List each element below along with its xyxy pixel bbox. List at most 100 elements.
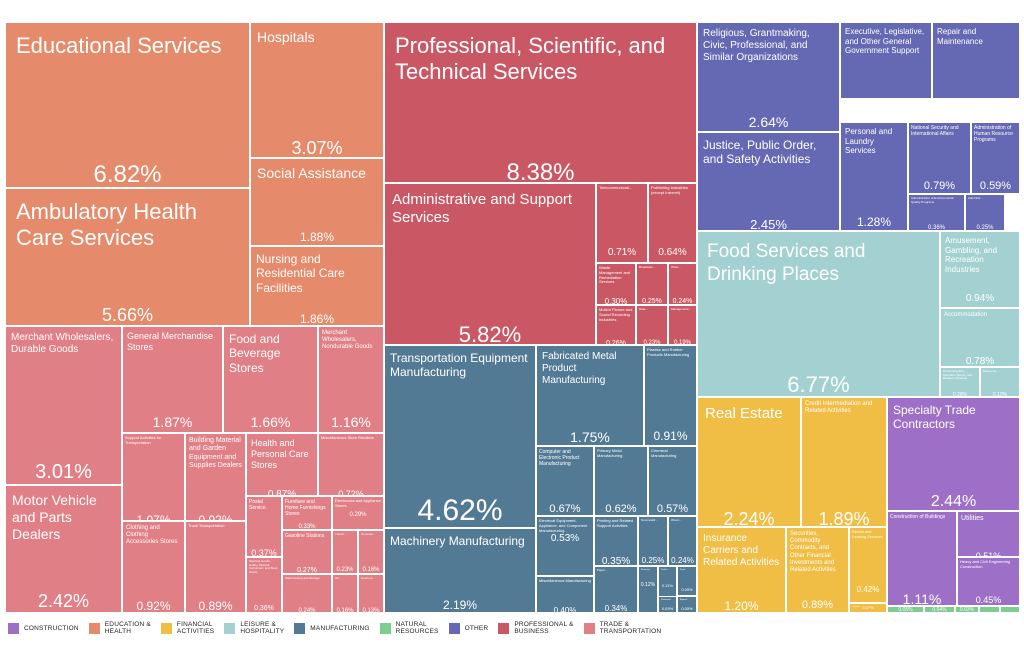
tile-label: Publishing Industries (except Internet)	[651, 185, 688, 195]
tile-machinery: Machinery Manufacturing 2.19%	[384, 528, 536, 613]
tile-label: Administration of Environmental Quality …	[911, 196, 954, 204]
tile-value: 1.16%	[331, 414, 371, 430]
legend-label: OTHER	[464, 624, 489, 632]
tile-warehousing: Warehousing and Storage 0.24%	[282, 574, 332, 613]
tile-electrical: Electrical Equipment, Appliance, and Com…	[536, 516, 594, 576]
tile-value: 0.35%	[601, 556, 631, 566]
tile-value: 0.64%	[658, 247, 687, 258]
legend-swatch	[88, 622, 100, 634]
tile-personal: Personal and Laundry Services 1.28%	[840, 122, 908, 231]
tile-management: Management... 0.19%	[668, 305, 697, 345]
tile-label: Electronics and Appliance Stores	[335, 498, 381, 508]
tile-printing: Printing and Related Support Activities 0…	[594, 516, 638, 566]
tile-value: 0.89%	[801, 599, 834, 611]
tile-misc-manuf: Miscellaneous Manufacturing 0.40%	[536, 576, 594, 613]
tile-health-personal: Health and Personal Care Stores 0.87%	[246, 433, 318, 496]
tile-value: 0.94%	[965, 293, 995, 304]
tile-value: 0.10%	[992, 392, 1008, 397]
tile-label: Fabricated Metal Product Manufacturing	[542, 351, 617, 386]
tile-nonstore: Nonstore... 0.16%	[358, 530, 384, 574]
tile-value: 0.91%	[653, 429, 688, 443]
tile-value: 0.53%	[550, 533, 580, 544]
tile-value: 0.19%	[673, 340, 691, 345]
tile-natural-2: 0.04%	[924, 606, 955, 613]
tile-label: Utilities	[961, 515, 984, 522]
tile-label: Museums...	[983, 369, 999, 373]
tile-value: 0.07%	[862, 605, 874, 610]
tile-admin-env: Administration of Environmental Quality …	[908, 194, 965, 231]
tile-social-assistance: Social Assistance 1.88%	[250, 158, 384, 246]
tile-value: 0.23%	[643, 340, 661, 345]
tile-value: 0.03%	[661, 606, 674, 611]
tile-label: Broadcast...	[639, 265, 656, 269]
tile-gasoline: Gasoline Stations 0.27%	[282, 530, 332, 574]
tile-administrative: Administrative and Support Services 5.82%	[384, 183, 596, 345]
legend-label: TRADE & TRANSPORTATION	[599, 621, 662, 636]
tile-merchant-durable: Merchant Wholesalers, Durable Goods 3.01%	[5, 326, 122, 485]
tile-label: Amusement, Gambling, and Recreation Indu…	[945, 236, 998, 274]
tile-label: Printing and Related Support Activities	[597, 518, 634, 528]
legend-label: PROFESSIONAL & BUSINESS	[514, 621, 574, 636]
tile-label: Plastics and Rubber Products Manufacturi…	[647, 347, 690, 357]
legend-item: MANUFACTURING	[294, 622, 369, 634]
tile-other-info: Other... 0.24%	[668, 263, 697, 305]
tile-value: 0.40%	[553, 606, 577, 613]
tile-value: 0.36%	[254, 605, 274, 612]
legend-swatch	[498, 622, 510, 634]
tile-label: Nonstore...	[361, 532, 376, 536]
tile-admin-human: Administration of Human Resource Program…	[971, 122, 1020, 194]
tile-label: Furniture and Home Furnishings Stores	[285, 499, 326, 517]
tile-value: 0.24%	[672, 298, 693, 305]
tile-label: Apparel...	[680, 599, 689, 601]
tile-label: Air...	[335, 576, 342, 580]
tile-value: 0.71%	[607, 247, 637, 258]
tile-value: 5.82%	[458, 322, 522, 345]
tile-paper: Paper... 0.34%	[594, 566, 638, 613]
tile-label: Postal Service	[249, 499, 266, 511]
tile-professional: Professional, Scientific, and Technical …	[384, 22, 697, 183]
tile-label: Repair and Maintenance	[937, 27, 983, 46]
tile-label: Educational Services	[16, 33, 222, 58]
tile-rental-leasing: Rental and Leasing Services 0.42%	[849, 527, 887, 603]
tile-label: Justice, Public Order, and Safety Activi…	[703, 138, 817, 167]
tile-natural-1: 0.05%	[887, 606, 924, 613]
tile-label: Lessors...	[852, 606, 861, 608]
tile-label: Ambulatory Health Care Services	[16, 199, 197, 251]
tile-value: 0.29%	[349, 512, 367, 518]
tile-misc-store: Miscellaneous Store Retailers 0.72%	[318, 433, 384, 496]
tile-label: Real Estate	[705, 405, 783, 422]
tile-value: 0.12%	[640, 582, 656, 588]
tile-food-bev: Food and Beverage Stores 1.66%	[223, 326, 318, 433]
tile-value: 1.86%	[299, 312, 335, 326]
legend: CONSTRUCTION EDUCATION & HEALTH FINANCIAL AC…	[8, 621, 671, 636]
tile-sporting: Sporting Goods, Hobby, Musical Instrumen…	[246, 557, 282, 613]
tile-value: 3.07%	[291, 138, 343, 158]
tile-label: Personal and Laundry Services	[845, 127, 893, 156]
tile-label: General Merchandise Stores	[127, 331, 214, 352]
tile-value: 0.78%	[965, 356, 995, 367]
tile-label: Truck Transportation	[188, 523, 225, 528]
tile-value: 0.16%	[362, 567, 380, 573]
legend-item: FINANCIAL ACTIVITIES	[160, 621, 215, 636]
tile-value: 0.79%	[923, 180, 956, 192]
tile-hospitals: Hospitals 3.07%	[250, 22, 384, 158]
tile-value: 0.13%	[362, 608, 380, 613]
legend-label: FINANCIAL ACTIVITIES	[176, 621, 215, 636]
legend-item: OTHER	[448, 622, 489, 634]
legend-swatch	[379, 622, 391, 634]
tile-label: Primary Metal Manufacturing	[597, 448, 623, 458]
tile-label: Nonmetalli...	[641, 518, 658, 522]
tile-label: Credit Intermediation and Related Activi…	[805, 401, 873, 415]
tile-plastics: Plastics and Rubber Products Manufacturi…	[644, 345, 697, 446]
tile-value: 0.36%	[927, 225, 945, 231]
tile-label: Machinery Manufacturing	[390, 534, 525, 548]
tile-label: Petroleum...	[661, 599, 672, 601]
tile-beverage: Beverage... 0.12%	[638, 566, 658, 613]
tile-nonmetallic: Nonmetalli... 0.25%	[638, 516, 668, 566]
tile-value: 0.92%	[198, 513, 233, 521]
tile-label: Data...	[639, 307, 648, 311]
tile-label: Other...	[671, 265, 681, 269]
tile-value: 0.62%	[605, 503, 637, 515]
tile-food-services: Food Services and Drinking Places 6.77%	[697, 231, 940, 397]
tile-label: Motor Vehicle and Parts Dealers	[12, 492, 97, 542]
